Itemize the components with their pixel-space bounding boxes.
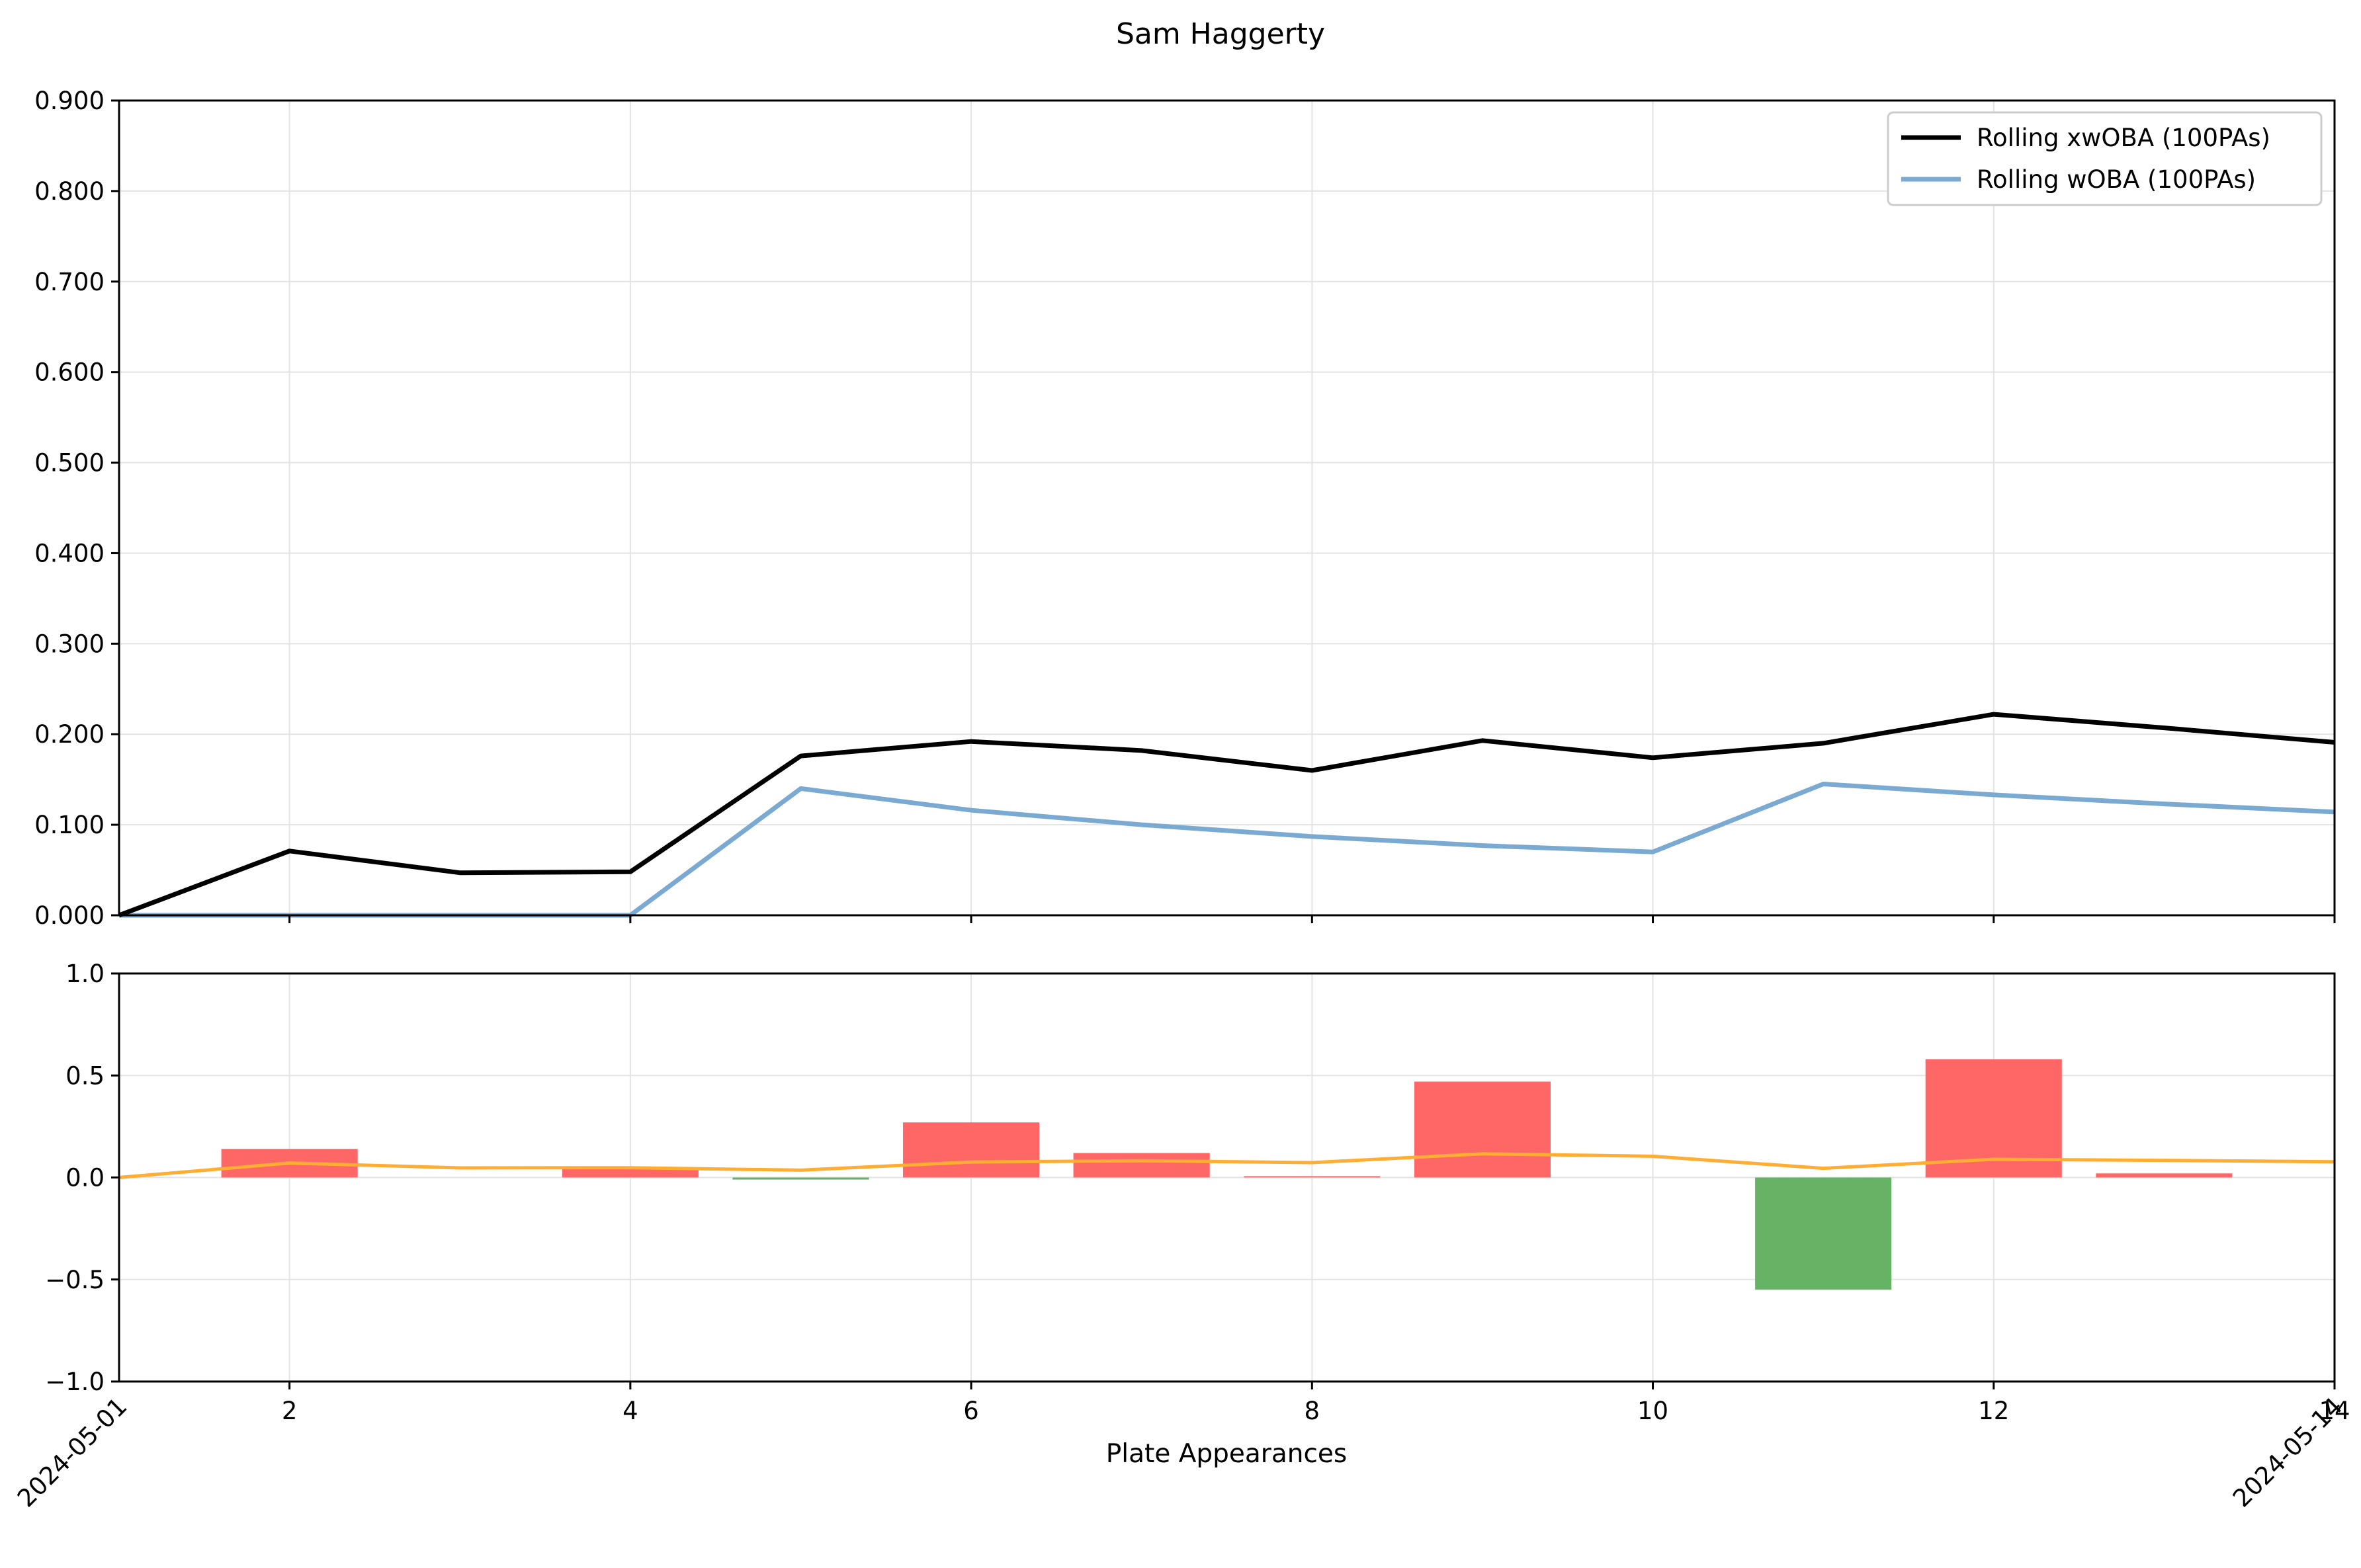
bottom-y-tick-label: −1.0 [45,1368,105,1396]
diff-bar [732,1177,869,1180]
legend-box [1887,111,2323,206]
diff-bar [903,1122,1040,1178]
chart-title: Sam Haggerty [1116,17,1325,51]
diff-bar [1414,1081,1551,1178]
series-line-woba [119,782,2335,918]
bottom-y-tick-label: −0.5 [45,1266,105,1294]
legend-label-woba: Rolling wOBA (100PAs) [1977,165,2256,194]
diff-bar [2096,1173,2233,1178]
bottom-x-tick-label: 8 [1305,1397,1320,1425]
top-y-tick-label: 0.200 [34,720,105,749]
top-y-tick-label: 0.900 [34,87,105,115]
top-plot-frame [118,99,2336,917]
bottom-x-tick-label: 12 [1978,1397,2009,1425]
bottom-bars [221,1059,2233,1290]
bottom-x-tick-label: 4 [622,1397,638,1425]
date-tick-label: 2024-05-14 [2227,1392,2348,1512]
bottom-x-tick-label: 10 [1637,1397,1668,1425]
top-y-tick-label: 0.000 [34,901,105,930]
bottom-y-tick-label: 0.5 [65,1061,105,1090]
top-y-tick-label: 0.100 [34,811,105,839]
diff-bar [1755,1177,1892,1290]
top-y-tick-label: 0.800 [34,177,105,206]
bottom-x-tick-label: 14 [2319,1397,2350,1425]
series-line-xwoba [118,712,2335,918]
top-y-tick-label: 0.500 [34,449,105,477]
rolling-diff-line [118,1152,2335,1179]
top-axes: 0.000 0.100 0.200 0.300 0.400 0.500 0.600 0.700… [34,87,2336,930]
top-y-tick-label: 0.300 [34,630,105,658]
diff-bar [1073,1153,1210,1178]
bottom-x-tick-label: 6 [963,1397,979,1425]
x-axis-label: Plate Appearances [1106,1439,1347,1469]
legend: Rolling xwOBA (100PAs) Rolling wOBA (100… [1887,111,2323,206]
top-y-tick-label: 0.700 [34,268,105,296]
diff-bar [562,1167,699,1178]
bottom-y-tick-label: 0.0 [65,1164,105,1192]
bottom-y-tick-label: 1.0 [65,960,105,988]
legend-label-xwoba: Rolling xwOBA (100PAs) [1977,124,2270,152]
top-y-tick-label: 0.600 [34,358,105,387]
bottom-x-tick-label: 2 [282,1397,298,1425]
bottom-line [118,1152,2335,1179]
top-y-tick-label: 0.400 [34,539,105,567]
top-series [118,712,2335,918]
diff-bar [1244,1176,1381,1178]
date-tick-label: 2024-05-01 [12,1392,132,1512]
